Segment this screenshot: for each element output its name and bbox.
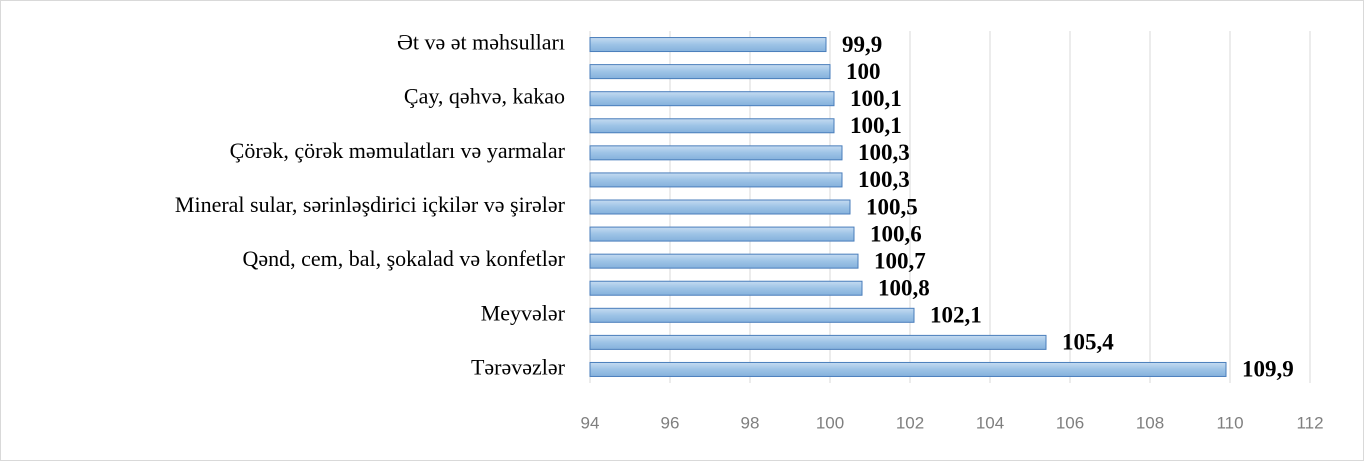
y-tick-label: Çörək, çörək məmulatları və yarmalar [230, 138, 566, 163]
bar [589, 91, 835, 107]
bar [589, 253, 859, 269]
value-label: 100,5 [866, 194, 918, 219]
bar [589, 37, 827, 53]
value-label: 102,1 [930, 303, 982, 328]
x-tick-label: 100 [816, 413, 844, 432]
value-label: 99,9 [842, 32, 882, 57]
x-tick-label: 102 [896, 413, 924, 432]
value-label: 100,6 [870, 221, 922, 246]
bar [589, 64, 831, 80]
value-label: 100,3 [858, 140, 910, 165]
y-tick-label: Ət və ət məhsulları [397, 30, 565, 55]
bar [589, 172, 843, 188]
value-label: 100,7 [874, 248, 926, 273]
x-tick-label: 94 [581, 413, 600, 432]
value-label: 100,8 [878, 276, 930, 301]
x-tick-label: 98 [741, 413, 760, 432]
bar [589, 280, 863, 296]
value-label: 100 [846, 59, 881, 84]
x-tick-label: 110 [1216, 413, 1243, 432]
bar [589, 145, 843, 161]
value-label: 100,1 [850, 86, 902, 111]
y-tick-label: Çay, qəhvə, kakao [404, 84, 565, 109]
value-label: 100,1 [850, 113, 902, 138]
y-tick-label: Tərəvəzlər [471, 355, 566, 380]
y-tick-label: Qənd, cem, bal, şokalad və konfetlər [242, 246, 565, 271]
x-tick-label: 112 [1296, 413, 1323, 432]
bar [589, 226, 855, 242]
y-tick-label: Mineral sular, sərinləşdirici içkilər və… [175, 192, 566, 217]
x-tick-label: 96 [661, 413, 680, 432]
value-label: 100,3 [858, 167, 910, 192]
value-label: 105,4 [1062, 330, 1114, 355]
x-tick-label: 106 [1056, 413, 1084, 432]
bar [589, 118, 835, 134]
x-tick-label: 104 [976, 413, 1004, 432]
y-tick-label: Meyvələr [481, 300, 566, 325]
bar [589, 199, 851, 215]
bar [589, 334, 1047, 350]
bar [589, 307, 915, 323]
x-tick-label: 108 [1136, 413, 1164, 432]
value-label: 109,9 [1242, 357, 1294, 382]
bar [589, 361, 1227, 377]
